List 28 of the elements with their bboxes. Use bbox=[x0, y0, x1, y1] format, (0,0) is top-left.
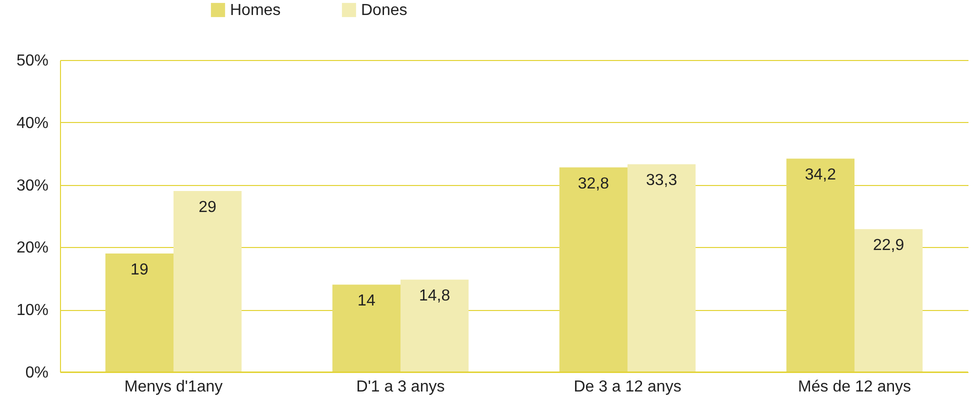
x-tick-label: Més de 12 anys bbox=[798, 378, 911, 396]
x-tick-label: D'1 a 3 anys bbox=[356, 378, 445, 396]
bar bbox=[400, 280, 469, 372]
bar bbox=[105, 253, 174, 372]
data-label: 32,8 bbox=[578, 175, 610, 192]
y-tick-label: 50% bbox=[16, 52, 48, 70]
data-label: 33,3 bbox=[646, 172, 678, 190]
bar bbox=[628, 164, 696, 372]
bar bbox=[786, 158, 854, 372]
bar bbox=[854, 229, 923, 372]
x-tick-label: De 3 a 12 anys bbox=[574, 378, 682, 396]
bar bbox=[174, 191, 242, 372]
data-label: 14,8 bbox=[418, 288, 450, 305]
y-tick-label: 20% bbox=[16, 240, 48, 257]
y-tick-label: 10% bbox=[16, 302, 48, 320]
data-label: 22,9 bbox=[872, 237, 904, 254]
x-tick-label: Menys d'1any bbox=[124, 378, 223, 396]
y-tick-label: 30% bbox=[16, 177, 48, 194]
data-label: 19 bbox=[130, 261, 148, 278]
data-label: 29 bbox=[198, 199, 217, 216]
bar bbox=[332, 284, 400, 372]
y-tick-label: 40% bbox=[16, 114, 48, 132]
data-label: 34,2 bbox=[804, 166, 836, 184]
bar bbox=[559, 167, 628, 372]
legend-label: Homes bbox=[230, 2, 281, 19]
legend-label: Dones bbox=[361, 2, 408, 19]
y-tick-label: 0% bbox=[25, 364, 48, 382]
data-label: 14 bbox=[358, 292, 376, 310]
